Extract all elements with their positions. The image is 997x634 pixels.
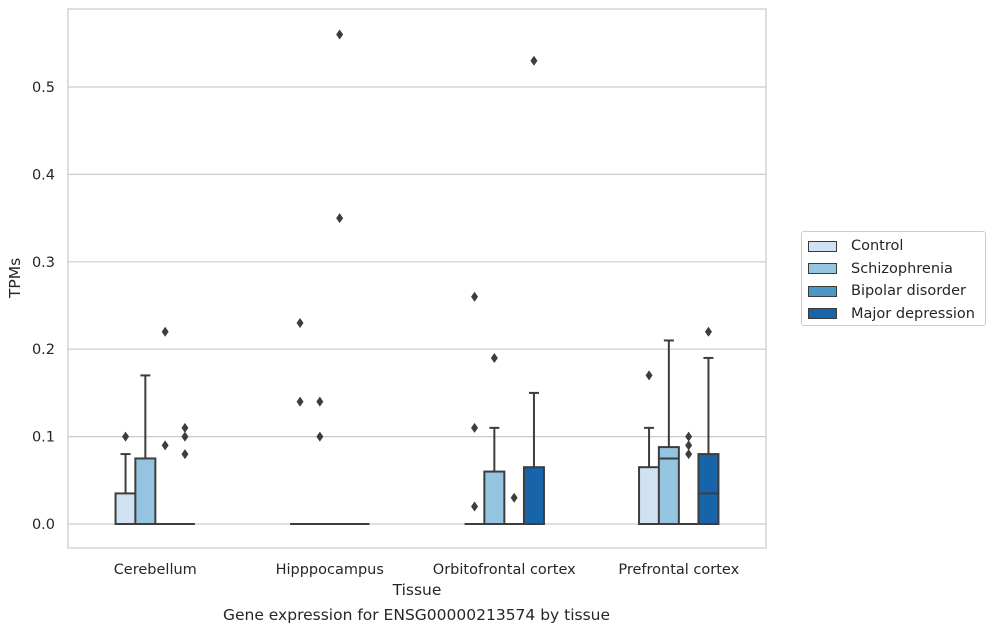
y-tick-label: 0.0 bbox=[32, 517, 55, 533]
legend-label: Bipolar disorder bbox=[851, 283, 966, 300]
y-tick-label: 0.1 bbox=[32, 430, 55, 446]
legend-item: Bipolar disorder bbox=[802, 280, 985, 303]
box-0-2 bbox=[155, 326, 176, 525]
legend-swatch bbox=[808, 285, 837, 297]
x-tick-label: Orbitofrontal cortex bbox=[433, 562, 576, 578]
outlier-point bbox=[704, 326, 712, 337]
y-tick-label: 0.5 bbox=[32, 80, 55, 96]
outlier-point bbox=[316, 396, 324, 407]
box-body bbox=[697, 453, 720, 525]
outlier-point bbox=[181, 431, 189, 442]
box-3-2 bbox=[678, 431, 699, 525]
y-tick-label: 0.2 bbox=[32, 342, 55, 358]
box-2-1 bbox=[483, 352, 506, 525]
box-body bbox=[483, 470, 506, 525]
outlier-point bbox=[181, 449, 189, 460]
outlier-point bbox=[510, 492, 518, 503]
y-axis-label: TPMs bbox=[6, 258, 24, 299]
y-tick-labels: 0.0 0.1 0.2 0.3 0.4 0.5 bbox=[32, 80, 55, 533]
outlier-point bbox=[530, 55, 538, 66]
box-layer bbox=[114, 29, 720, 526]
outlier-point bbox=[645, 370, 653, 381]
box-0-0 bbox=[114, 431, 137, 526]
box-2-3 bbox=[522, 55, 545, 526]
box-0-3 bbox=[174, 422, 195, 525]
box-3-1 bbox=[657, 339, 680, 526]
outlier-point bbox=[471, 422, 479, 433]
box-2-2 bbox=[504, 492, 525, 525]
legend-item: Control bbox=[802, 235, 985, 258]
figure-caption: Gene expression for ENSG00000213574 by t… bbox=[222, 606, 611, 624]
box-3-0 bbox=[638, 370, 661, 526]
legend: Control Schizophrenia Bipolar disorder Majo… bbox=[801, 231, 986, 326]
legend-item: Schizophrenia bbox=[802, 258, 985, 281]
box-1-0 bbox=[290, 317, 311, 525]
outlier-point bbox=[471, 291, 479, 302]
outlier-point bbox=[471, 501, 479, 512]
outlier-point bbox=[181, 422, 189, 433]
outlier-point bbox=[685, 431, 693, 442]
outlier-point bbox=[336, 213, 344, 224]
box-body bbox=[522, 466, 545, 526]
outlier-point bbox=[122, 431, 130, 442]
plot-frame bbox=[67, 8, 767, 549]
box-0-1 bbox=[134, 374, 157, 526]
legend-label: Control bbox=[851, 238, 904, 255]
box-body bbox=[657, 446, 680, 526]
y-tick-label: 0.4 bbox=[32, 167, 55, 183]
outlier-point bbox=[490, 352, 498, 363]
x-tick-labels: Cerebellum Hipppocampus Orbitofrontal cort… bbox=[114, 562, 740, 578]
box-1-2 bbox=[329, 29, 350, 525]
outlier-point bbox=[161, 326, 169, 337]
outlier-point bbox=[296, 317, 304, 328]
legend-swatch bbox=[808, 308, 837, 320]
legend-label: Major depression bbox=[851, 305, 975, 322]
y-tick-label: 0.3 bbox=[32, 255, 55, 271]
legend-swatch bbox=[808, 240, 837, 252]
box-2-0 bbox=[464, 291, 485, 525]
box-body bbox=[638, 466, 661, 526]
box-body bbox=[134, 457, 157, 526]
x-axis-label: Tissue bbox=[392, 581, 442, 599]
legend-item: Major depression bbox=[802, 303, 985, 326]
outlier-point bbox=[161, 440, 169, 451]
legend-swatch bbox=[808, 263, 837, 275]
box-3-3 bbox=[697, 326, 720, 525]
box-1-1 bbox=[309, 396, 330, 525]
outlier-point bbox=[316, 431, 324, 442]
outlier-point bbox=[685, 440, 693, 451]
box-body bbox=[114, 492, 137, 526]
x-tick-label: Hipppocampus bbox=[276, 562, 384, 578]
outlier-point bbox=[296, 396, 304, 407]
x-tick-label: Cerebellum bbox=[114, 562, 197, 578]
outlier-point bbox=[685, 449, 693, 460]
outlier-point bbox=[336, 29, 344, 40]
legend-label: Schizophrenia bbox=[851, 260, 953, 277]
x-tick-label: Prefrontal cortex bbox=[618, 562, 739, 578]
